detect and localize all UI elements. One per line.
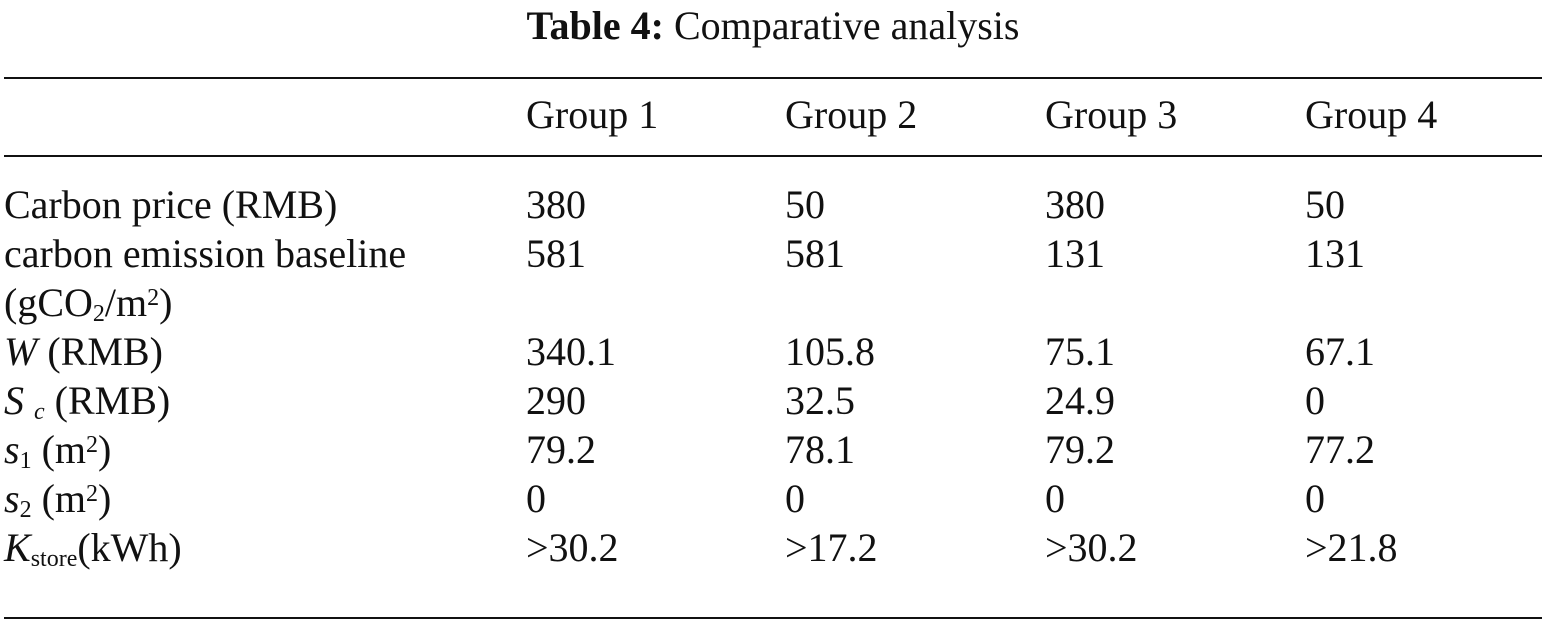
table-caption-text: Comparative analysis <box>673 3 1020 48</box>
row-label-sc: S c (RMB) <box>4 378 171 425</box>
cell-value: 0 <box>526 476 546 521</box>
cell-value: 24.9 <box>1045 378 1115 423</box>
table-caption-label: Table 4: <box>526 3 664 48</box>
row-label-line-2: (gCO2/m2) <box>4 280 173 327</box>
table-row: s2 (m2) 0 0 0 0 <box>4 474 1542 523</box>
cell-value: 0 <box>1305 378 1325 423</box>
row-label-line-1: carbon emission baseline <box>4 231 407 276</box>
cell-value: 0 <box>1305 476 1325 521</box>
comparative-analysis-table: Group 1 Group 2 Group 3 Group 4 <box>4 90 1542 139</box>
row-label-s1: s1 (m2) <box>4 427 112 474</box>
table-row: S c (RMB) 290 32.5 24.9 0 <box>4 376 1542 425</box>
cell-value: 75.1 <box>1045 329 1115 374</box>
cell-value: 0 <box>785 476 805 521</box>
table-header-row: Group 1 Group 2 Group 3 Group 4 <box>4 90 1542 139</box>
cell-value: 50 <box>785 182 825 227</box>
header-cell-group-2: Group 2 <box>785 92 918 137</box>
row-label-carbon-price: Carbon price (RMB) <box>4 182 338 227</box>
header-cell-group-1: Group 1 <box>526 92 659 137</box>
cell-value: >17.2 <box>785 525 878 570</box>
row-label-carbon-emission-baseline: carbon emission baseline (gCO2/m2) <box>4 229 526 327</box>
table-caption: Table 4: Comparative analysis <box>0 2 1546 50</box>
cell-value: 380 <box>1045 182 1105 227</box>
cell-value: 50 <box>1305 182 1345 227</box>
cell-value: >21.8 <box>1305 525 1398 570</box>
cell-value: 79.2 <box>1045 427 1115 472</box>
cell-value: 380 <box>526 182 586 227</box>
cell-value: 131 <box>1305 231 1365 276</box>
cell-value: 0 <box>1045 476 1065 521</box>
table-top-rule <box>4 77 1542 79</box>
cell-value: 32.5 <box>785 378 855 423</box>
table-row: s1 (m2) 79.2 78.1 79.2 77.2 <box>4 425 1542 474</box>
table-header-rule <box>4 155 1542 157</box>
header-cell-empty <box>4 90 526 139</box>
header-cell-group-3: Group 3 <box>1045 92 1178 137</box>
row-label-kstore: Kstore(kWh) <box>4 525 182 572</box>
header-cell-group-4: Group 4 <box>1305 92 1438 137</box>
row-label-w: W (RMB) <box>4 329 163 374</box>
cell-value: >30.2 <box>1045 525 1138 570</box>
cell-value: 581 <box>785 231 845 276</box>
table-row: Carbon price (RMB) 380 50 380 50 <box>4 180 1542 229</box>
cell-value: 78.1 <box>785 427 855 472</box>
cell-value: >30.2 <box>526 525 619 570</box>
cell-value: 67.1 <box>1305 329 1375 374</box>
comparative-analysis-table-body: Carbon price (RMB) 380 50 380 50 carbon … <box>4 180 1542 572</box>
cell-value: 79.2 <box>526 427 596 472</box>
cell-value: 105.8 <box>785 329 875 374</box>
cell-value: 131 <box>1045 231 1105 276</box>
cell-value: 340.1 <box>526 329 616 374</box>
table-row: W (RMB) 340.1 105.8 75.1 67.1 <box>4 327 1542 376</box>
cell-value: 77.2 <box>1305 427 1375 472</box>
cell-value: 290 <box>526 378 586 423</box>
table-row: carbon emission baseline (gCO2/m2) 581 5… <box>4 229 1542 327</box>
row-label-s2: s2 (m2) <box>4 476 112 523</box>
cell-value: 581 <box>526 231 586 276</box>
table-row: Kstore(kWh) >30.2 >17.2 >30.2 >21.8 <box>4 523 1542 572</box>
table-bottom-rule <box>4 617 1542 619</box>
